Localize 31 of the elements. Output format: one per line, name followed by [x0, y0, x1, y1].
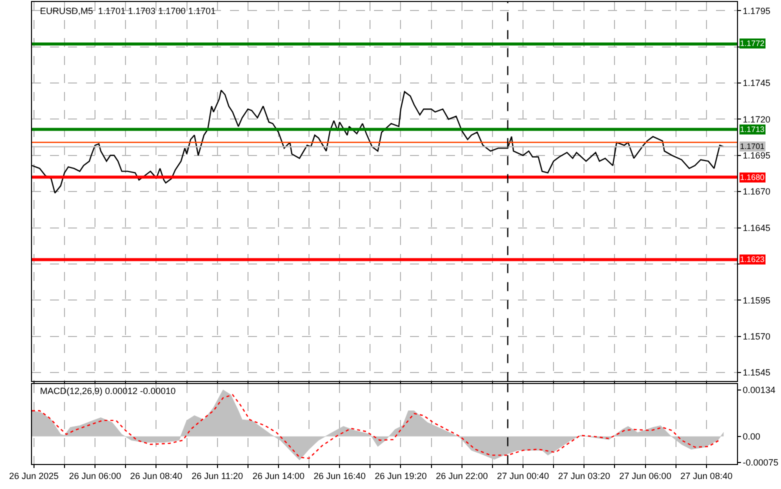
x-tick-label: 26 Jun 2025 [9, 471, 59, 482]
x-tick-label: 26 Jun 06:00 [69, 471, 122, 482]
y-tick-label: 1.1545 [742, 368, 770, 378]
y-tick-label: 1.1645 [742, 222, 770, 233]
y-tick-label: -0.00075 [742, 458, 778, 468]
ref-line-label: 1.1701 [740, 142, 766, 151]
ref-line-label: 1.1623 [740, 255, 766, 264]
y-tick-label: 1.1570 [742, 331, 770, 342]
x-tick-label: 27 Jun 06:00 [619, 471, 672, 482]
chart-title: MACD(12,26,9) 0.00012 -0.00010 [40, 386, 176, 396]
x-tick-label: 26 Jun 11:20 [192, 471, 244, 482]
ref-line-label: 1.1772 [740, 39, 766, 48]
x-tick-label: 27 Jun 03:20 [558, 471, 610, 482]
ref-line-label: 1.1713 [740, 125, 766, 134]
y-tick-label: 1.1795 [742, 6, 770, 16]
x-tick-label: 26 Jun 14:00 [252, 471, 304, 482]
text: EURUSD,M5 1.1701 1.1703 1.1700 1.1701 [40, 6, 216, 16]
x-tick-label: 26 Jun 08:40 [130, 471, 182, 482]
y-tick-label: 0.00 [742, 432, 760, 442]
x-tick-label: 26 Jun 16:40 [314, 471, 366, 482]
y-tick-label: 0.00134 [742, 385, 776, 396]
y-tick-label: 1.1595 [742, 295, 770, 306]
ref-line-label: 1.1680 [740, 173, 766, 182]
x-tick-label: 26 Jun 22:00 [436, 471, 488, 482]
x-tick-label: 27 Jun 00:40 [496, 471, 550, 482]
y-tick-label: 1.1720 [742, 114, 770, 124]
x-tick-label: 26 Jun 19:20 [374, 471, 427, 482]
x-tick-label: 27 Jun 08:40 [680, 471, 732, 482]
y-tick-label: 1.1670 [742, 186, 770, 197]
y-tick-label: 1.1745 [742, 78, 770, 88]
y-tick-label: 1.1695 [742, 150, 770, 161]
